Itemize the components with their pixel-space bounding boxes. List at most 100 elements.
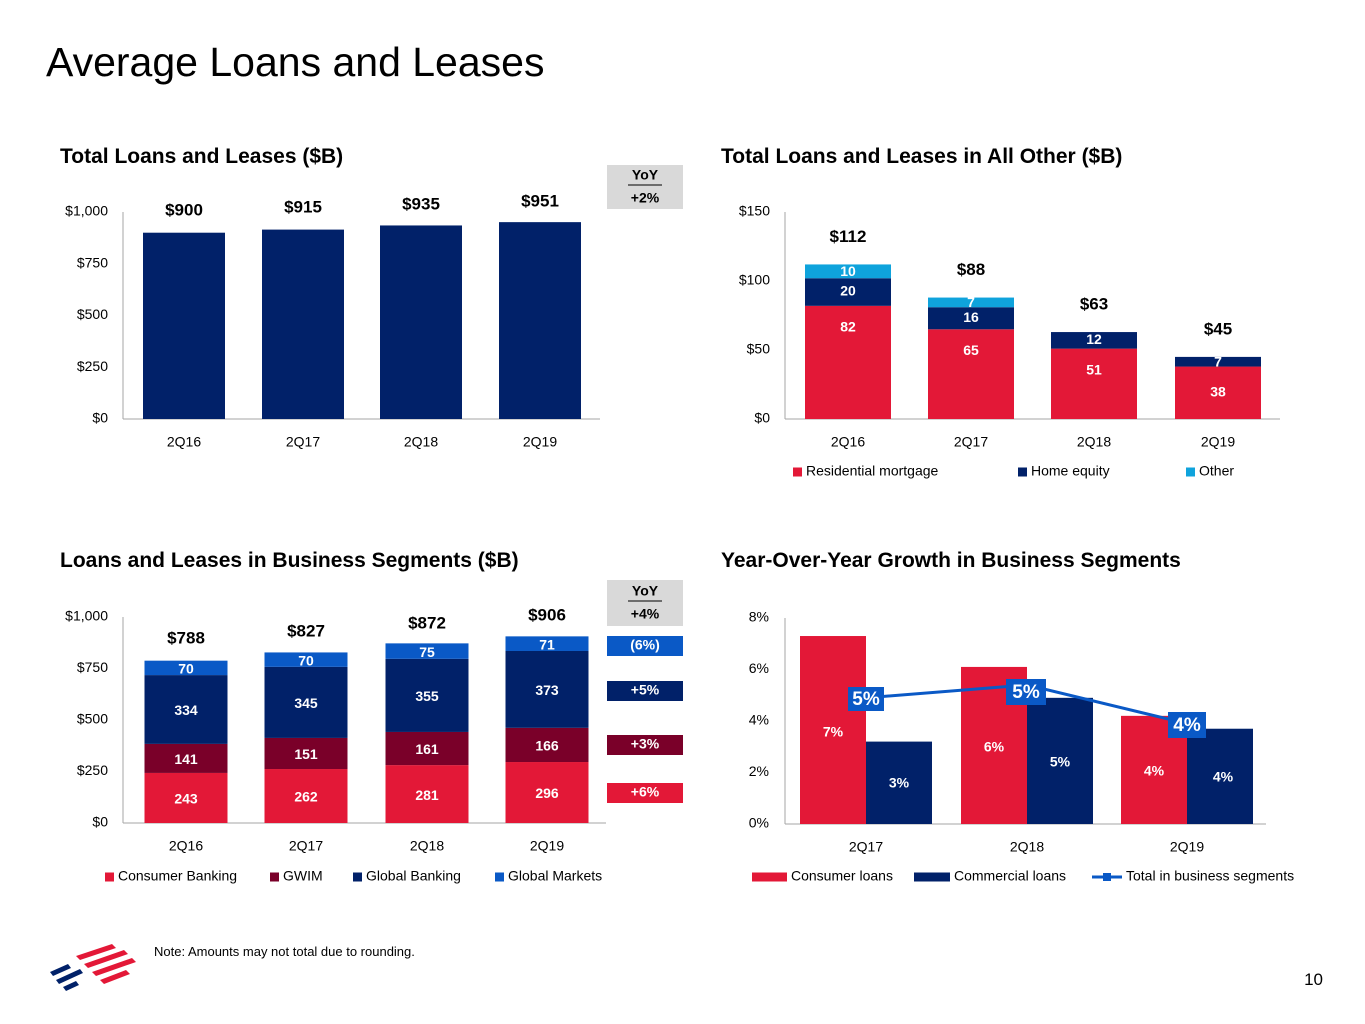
total-bar: [262, 229, 344, 419]
segments-segment-label: 151: [294, 746, 318, 762]
segments-bar-total-label: $788: [167, 628, 205, 647]
allother-segment: [1175, 356, 1261, 367]
allother-segment-label: 51: [1086, 361, 1102, 377]
segments-xtick-label: 2Q16: [169, 838, 203, 854]
allother-legend-swatch: [793, 467, 802, 477]
segments-yoy-box: [607, 580, 683, 626]
segments-segment-label: 161: [415, 741, 439, 757]
segments-ytick-label: $500: [77, 711, 108, 727]
segments-segment: [144, 772, 228, 823]
growth-commercial-bar: [1027, 697, 1093, 824]
segments-yoy-badge-label: +3%: [631, 736, 660, 752]
segments-segment-label: 75: [419, 644, 435, 660]
allother-segment: [805, 278, 891, 306]
total-ytick-label: $0: [92, 410, 108, 426]
allother-segment: [1051, 332, 1137, 349]
growth-commercial-label: 4%: [1213, 769, 1234, 785]
segments-segment: [144, 675, 228, 744]
allother-segment: [928, 329, 1014, 419]
growth-ytick-label: 6%: [749, 660, 769, 676]
segments-segment: [505, 762, 589, 823]
segments-yoy-badge: [607, 681, 683, 701]
allother-segment-label: 82: [840, 319, 856, 335]
growth-commercial-bar: [1187, 728, 1253, 824]
total-xtick-label: 2Q18: [404, 434, 438, 450]
growth-ytick-label: 4%: [749, 712, 769, 728]
segments-segment-label: 262: [294, 789, 318, 805]
segments-segment-label: 70: [178, 661, 194, 677]
segments-legend-label: Global Markets: [508, 868, 602, 884]
segments-legend-label: Consumer Banking: [118, 868, 237, 884]
growth-legend-label: Total in business segments: [1126, 868, 1294, 884]
segments-legend-swatch: [495, 872, 504, 882]
allother-xtick-label: 2Q17: [954, 434, 988, 450]
segments-segment-label: 334: [174, 702, 198, 718]
segments-xtick-label: 2Q18: [410, 838, 444, 854]
segments-yoy-total-value: +4%: [631, 606, 660, 622]
total-xtick-label: 2Q17: [286, 434, 320, 450]
segments-legend-label: GWIM: [283, 868, 323, 884]
allother-ytick-label: $100: [739, 272, 770, 288]
total-xtick-label: 2Q16: [167, 434, 201, 450]
segments-ytick-label: $250: [77, 762, 108, 778]
allother-legend-label: Home equity: [1031, 463, 1110, 479]
growth-commercial-bar: [866, 741, 932, 824]
allother-legend-label: Other: [1199, 463, 1234, 479]
segments-segment-label: 70: [298, 652, 314, 668]
segments-yoy-badge-label: +6%: [631, 784, 660, 800]
total-bar: [143, 232, 225, 419]
segments-segment-label: 141: [174, 751, 198, 767]
growth-legend-label: Consumer loans: [791, 868, 893, 884]
segments-ytick-label: $750: [77, 659, 108, 675]
total-bar-total-label: $951: [521, 191, 559, 210]
segments-yoy-badge: [607, 636, 683, 656]
segments-segment: [385, 658, 469, 732]
allother-segment: [1051, 348, 1137, 419]
allother-segment-label: 65: [963, 342, 979, 358]
growth-legend-swatch: [914, 872, 950, 882]
growth-total-label: 5%: [852, 689, 880, 710]
total-bar-total-label: $900: [165, 200, 203, 219]
allother-segment-label: 7: [1214, 353, 1222, 369]
segments-bar-total-label: $872: [408, 613, 446, 632]
allother-legend-swatch: [1186, 467, 1195, 477]
segments-segment: [264, 666, 348, 738]
segments-xtick-label: 2Q17: [289, 838, 323, 854]
total-bar: [380, 225, 462, 419]
segments-segment-label: 345: [294, 695, 318, 711]
segments-segment: [264, 652, 348, 667]
segments-segment-label: 71: [539, 636, 555, 652]
allother-bar-total-label: $63: [1080, 295, 1108, 314]
growth-xtick-label: 2Q17: [849, 839, 883, 855]
segments-segment-label: 355: [415, 688, 439, 704]
segments-segment: [264, 737, 348, 770]
allother-segment-label: 7: [967, 294, 975, 310]
total-xtick-label: 2Q19: [523, 434, 557, 450]
segments-segment: [144, 660, 228, 676]
total-ytick-label: $250: [77, 358, 108, 374]
allother-segment: [928, 307, 1014, 330]
segments-legend-swatch: [105, 872, 114, 882]
growth-total-label: 5%: [1012, 682, 1040, 703]
segments-segment-label: 166: [535, 738, 559, 754]
growth-total-badge: [1168, 712, 1206, 738]
total-loans-title: Total Loans and Leases ($B): [60, 145, 344, 168]
segments-segment: [144, 743, 228, 773]
allother-segment: [1175, 366, 1261, 419]
segments-segment: [505, 650, 589, 728]
segments-yoy-header: YoY: [632, 583, 659, 599]
growth-ytick-label: 2%: [749, 763, 769, 779]
segments-yoy-badge: [607, 735, 683, 755]
allother-legend-swatch: [1018, 467, 1027, 477]
allother-bar-total-label: $88: [957, 260, 985, 279]
allother-xtick-label: 2Q18: [1077, 434, 1111, 450]
total-yoy-header: YoY: [632, 167, 659, 183]
growth-xtick-label: 2Q18: [1010, 839, 1044, 855]
segments-ytick-label: $1,000: [65, 608, 108, 624]
allother-xtick-label: 2Q19: [1201, 434, 1235, 450]
segments-xtick-label: 2Q19: [530, 838, 564, 854]
total-bar-total-label: $915: [284, 197, 322, 216]
allother-segment-label: 16: [963, 309, 979, 325]
segments-segment-label: 281: [415, 787, 439, 803]
